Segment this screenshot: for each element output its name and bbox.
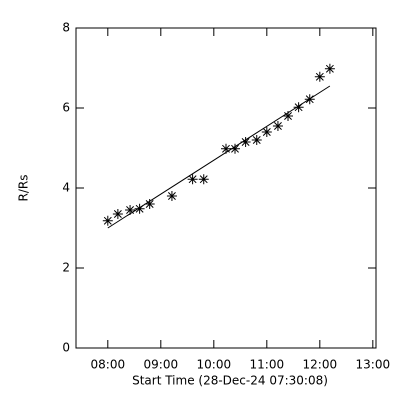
data-point (272, 121, 283, 131)
x-tick-label: 13:00 (356, 358, 391, 372)
data-point (221, 143, 231, 154)
y-tick-label: 2 (62, 261, 70, 275)
data-point (125, 205, 136, 215)
data-point (198, 174, 209, 185)
x-tick-label: 10:00 (197, 358, 232, 372)
data-point (261, 127, 272, 137)
x-tick-label: 11:00 (250, 358, 285, 372)
x-tick-label: 12:00 (303, 358, 338, 372)
data-point (112, 209, 123, 219)
data-point (134, 203, 145, 214)
y-tick-label: 4 (62, 181, 70, 195)
x-axis-label: Start Time (28-Dec-24 07:30:08) (132, 374, 328, 388)
data-point (166, 191, 177, 201)
y-tick-label: 8 (62, 21, 70, 35)
data-point (314, 71, 325, 82)
y-tick-label: 6 (62, 101, 70, 115)
data-point (283, 111, 294, 121)
data-point (144, 199, 155, 209)
data-point (187, 174, 198, 185)
y-axis-label: R/Rs (17, 175, 31, 202)
data-point (251, 135, 262, 145)
data-point (102, 215, 113, 226)
data-point (324, 63, 335, 74)
data-point (240, 137, 251, 147)
x-tick-label: 08:00 (91, 358, 126, 372)
y-tick-label: 0 (62, 341, 70, 355)
plot-frame (75, 27, 377, 349)
data-point (230, 143, 241, 154)
fit-line (107, 85, 331, 229)
data-point (293, 102, 304, 113)
x-tick-label: 09:00 (144, 358, 179, 372)
